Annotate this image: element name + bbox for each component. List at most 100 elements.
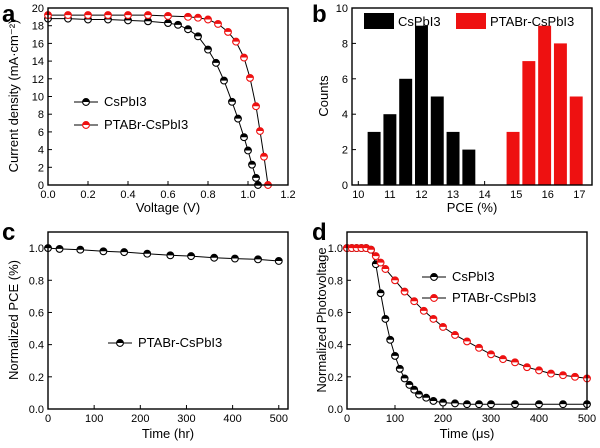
point-d-series1-25 — [571, 372, 579, 381]
x-tick-label-b: 11 — [384, 189, 395, 201]
point-a-series0-5 — [144, 17, 152, 26]
y-axis-label-d: Normalized Photovoltage — [314, 247, 329, 392]
point-d-series1-24 — [559, 371, 567, 380]
panel-label-b: b — [312, 1, 327, 28]
point-d-series1-12 — [419, 306, 428, 315]
point-d-series1-16 — [463, 337, 471, 346]
y-tick-label-d: 0.0 — [328, 404, 343, 416]
y-axis-label-b: Counts — [316, 75, 331, 117]
bar-b-series0-1 — [383, 114, 397, 185]
y-tick-label-c: 0.0 — [29, 404, 44, 416]
point-d-series0-15 — [415, 390, 423, 399]
plot-frame-a — [47, 7, 289, 186]
y-tick-label-a: 0 — [38, 180, 44, 192]
legend-label-ptabr-b: PTABr-CsPbI3 — [490, 14, 574, 29]
point-a-series0-10 — [204, 45, 212, 54]
y-tick-label-c: 0.8 — [29, 275, 44, 287]
x-tick-label-a: 0.6 — [160, 189, 175, 201]
point-d-series1-17 — [475, 343, 483, 352]
point-d-series1-19 — [499, 355, 507, 364]
panel-a: a 0.0 0.2 0.4 0.6 0.8 1.0 1.2 0 2 4 6 8 10 12 14 16 18 20… — [2, 1, 296, 215]
y-tick-label-d: 1.0 — [328, 243, 343, 255]
point-a-series0-14 — [234, 114, 242, 123]
y-tick-label-c: 0.4 — [29, 340, 44, 352]
legend-marker-cspbi3-a — [74, 98, 98, 106]
point-a-series0-16 — [244, 146, 252, 155]
legend-marker-ptabr-c — [108, 339, 132, 347]
y-tick-label-b: 6 — [342, 74, 348, 86]
point-d-series0-20 — [463, 400, 471, 409]
y-tick-label-b: 10 — [336, 3, 348, 15]
point-a-series0-17 — [248, 160, 256, 169]
x-tick-label-d: 300 — [482, 413, 500, 425]
point-d-series1-21 — [523, 363, 531, 372]
x-tick-label-b: 15 — [510, 189, 522, 201]
legend-marker-ptabr-d — [422, 294, 446, 302]
point-a-series0-15 — [240, 133, 248, 142]
bar-b-series1-4 — [569, 96, 583, 185]
y-tick-label-b: 8 — [342, 38, 348, 50]
x-tick-label-b: 14 — [479, 189, 491, 201]
point-c-series0-11 — [274, 257, 283, 265]
x-axis-label-c: Time (hr) — [142, 426, 194, 441]
point-c-series0-6 — [166, 251, 175, 260]
y-tick-label-a: 14 — [32, 56, 44, 68]
point-a-series1-9 — [204, 15, 212, 24]
x-tick-label-c: 300 — [177, 413, 195, 425]
point-a-series0-13 — [228, 97, 236, 106]
point-a-series1-10 — [214, 19, 222, 28]
panel-d: d 0 100 200 300 400 500 0.0 0.2 0.4 0.6 0.8 1.0 Tim… — [312, 219, 596, 441]
legend-d: CsPbI3 PTABr-CsPbI3 — [422, 269, 536, 305]
x-tick-label-c: 0 — [45, 413, 51, 425]
point-d-series1-6 — [371, 252, 380, 261]
x-tick-label-a: 0.0 — [40, 189, 55, 201]
bar-b-series0-4 — [430, 96, 444, 185]
point-d-series0-17 — [429, 397, 438, 405]
point-a-series1-14 — [246, 73, 254, 82]
y-tick-label-c: 1.0 — [29, 243, 44, 255]
point-d-series0-10 — [391, 351, 399, 360]
point-d-series1-5 — [367, 245, 375, 254]
legend-label-ptabr-c: PTABr-CsPbI3 — [138, 335, 222, 350]
plot-area-b: 10 11 12 13 14 15 16 17 0 2 4 6 8 10 — [336, 3, 586, 201]
point-a-series1-17 — [260, 152, 268, 161]
point-a-series0-11 — [212, 58, 220, 67]
legend-symbol — [116, 339, 124, 347]
point-d-series0-12 — [400, 374, 409, 383]
y-tick-label-a: 16 — [32, 38, 44, 50]
bar-b-series0-0 — [367, 131, 381, 185]
point-d-series0-25 — [559, 400, 567, 409]
x-tick-label-a: 0.4 — [120, 189, 135, 201]
legend-swatch-cspbi3-b — [364, 13, 394, 29]
plot-area-c: 0 100 200 300 400 500 0.0 0.2 0.4 0.6 0.8 1.0 — [29, 243, 288, 425]
point-d-series0-19 — [451, 399, 459, 408]
point-a-series0-12 — [220, 76, 228, 85]
x-tick-label-d: 500 — [578, 413, 596, 425]
y-tick-label-c: 0.6 — [29, 307, 44, 319]
legend-a: CsPbI3 PTABr-CsPbI3 — [74, 94, 188, 132]
x-axis-label-a: Voltage (V) — [136, 200, 200, 215]
point-a-series1-6 — [164, 12, 172, 20]
legend-symbol — [430, 294, 438, 302]
legend-symbol — [430, 273, 438, 281]
panel-b: b 10 11 12 13 14 15 16 17 0 2 4 6 8 10 PCE (%) Counts… — [312, 1, 593, 215]
y-tick-label-b: 4 — [342, 109, 348, 121]
point-d-series0-21 — [475, 400, 483, 409]
point-d-series0-16 — [422, 393, 431, 402]
point-d-series0-14 — [410, 385, 419, 394]
point-a-series1-15 — [252, 102, 260, 111]
legend-symbol — [82, 121, 90, 129]
y-tick-label-a: 20 — [32, 3, 44, 15]
point-d-series1-13 — [429, 314, 438, 323]
point-c-series0-3 — [99, 247, 108, 256]
plot-frame-d — [346, 231, 588, 410]
point-a-series1-4 — [124, 11, 132, 20]
point-d-series0-9 — [386, 335, 395, 344]
x-tick-label-c: 100 — [85, 413, 103, 425]
point-c-series0-1 — [55, 244, 64, 253]
point-d-series1-10 — [400, 287, 409, 296]
bar-b-series0-3 — [415, 25, 428, 186]
legend-label-cspbi3-d: CsPbI3 — [452, 269, 495, 284]
point-a-series1-7 — [184, 12, 192, 21]
